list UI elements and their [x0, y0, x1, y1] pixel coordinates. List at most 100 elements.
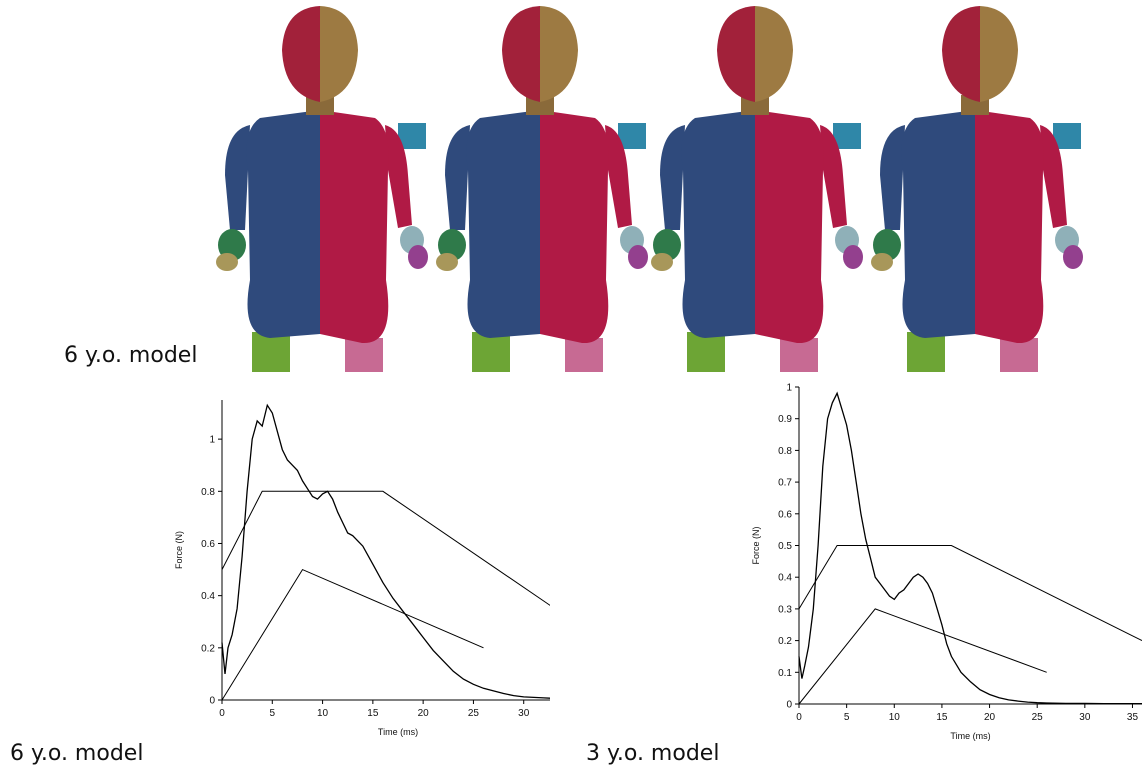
- x-axis-title: Time (ms): [378, 727, 418, 737]
- torso-left-half: [901, 110, 975, 338]
- y-tick-label: 0.9: [778, 414, 792, 425]
- right-arm: [1040, 125, 1067, 228]
- head-left-half: [282, 6, 320, 102]
- series-line: [798, 545, 1142, 642]
- right-leg: [345, 338, 383, 372]
- right-leg: [780, 338, 818, 372]
- top-model-caption: 6 y.o. model: [64, 343, 198, 368]
- torso-right-half: [540, 110, 609, 344]
- y-tick-label: 0: [209, 696, 215, 707]
- right-arm: [820, 125, 847, 228]
- series-line: [221, 403, 550, 699]
- left-fist: [436, 253, 458, 271]
- x-tick-label: 15: [936, 712, 948, 723]
- x-axis-title: Time (ms): [950, 731, 990, 741]
- series-line: [798, 608, 1047, 705]
- impactor-block: [1053, 123, 1081, 149]
- y-tick-label: 1: [209, 435, 215, 446]
- y-tick-label: 0.1: [778, 668, 792, 679]
- head-left-half: [717, 6, 755, 102]
- torso-right-half: [975, 110, 1044, 344]
- dummy-model: [871, 6, 1083, 372]
- x-tick-label: 0: [796, 712, 802, 723]
- left-leg: [472, 332, 510, 372]
- torso-left-half: [681, 110, 755, 338]
- right-hand: [1063, 245, 1083, 269]
- force-time-chart-3yo: 00.10.20.30.40.50.60.70.80.910 5 10 15 20 25 3…: [751, 383, 1142, 741]
- child-models-illustration: [216, 6, 1083, 372]
- right-chart-caption: 3 y.o. model: [586, 741, 720, 766]
- x-tick-label: 5: [844, 712, 850, 723]
- head-right-half: [980, 6, 1018, 102]
- x-tick-label: 5: [270, 708, 276, 719]
- dummy-model: [436, 6, 648, 372]
- head-right-half: [540, 6, 578, 102]
- x-tick-label: 10: [889, 712, 901, 723]
- x-tick-label: 0: [219, 708, 225, 719]
- torso-right-half: [755, 110, 824, 344]
- impactor-block: [398, 123, 426, 149]
- y-tick-label: 0: [786, 700, 792, 711]
- left-arm: [660, 125, 685, 230]
- right-leg: [565, 338, 603, 372]
- right-leg: [1000, 338, 1038, 372]
- y-axis-title: Force (N): [174, 531, 184, 569]
- x-tick-label: 35: [1127, 712, 1139, 723]
- x-tick-label: 20: [418, 708, 430, 719]
- right-arm: [385, 125, 412, 228]
- series-line: [221, 568, 484, 701]
- series-line: [221, 490, 550, 606]
- left-fist: [871, 253, 893, 271]
- x-tick-label: 15: [367, 708, 379, 719]
- right-hand: [843, 245, 863, 269]
- left-leg: [252, 332, 290, 372]
- head-right-half: [755, 6, 793, 102]
- head-left-half: [502, 6, 540, 102]
- left-arm: [445, 125, 470, 230]
- x-tick-label: 30: [518, 708, 530, 719]
- left-arm: [225, 125, 250, 230]
- torso-left-half: [466, 110, 540, 338]
- x-tick-label: 20: [984, 712, 996, 723]
- x-tick-label: 25: [1032, 712, 1044, 723]
- left-leg: [687, 332, 725, 372]
- x-tick-label: 30: [1079, 712, 1091, 723]
- y-tick-label: 0.8: [778, 446, 792, 457]
- y-tick-label: 0.8: [201, 487, 215, 498]
- torso-right-half: [320, 110, 389, 344]
- y-tick-label: 0.2: [778, 636, 792, 647]
- y-tick-label: 0.4: [778, 573, 792, 584]
- left-chart-caption: 6 y.o. model: [10, 741, 144, 766]
- left-fist: [216, 253, 238, 271]
- y-tick-label: 0.2: [201, 643, 215, 654]
- right-hand: [408, 245, 428, 269]
- right-arm: [605, 125, 632, 228]
- series-line: [798, 391, 1142, 705]
- left-hand: [438, 229, 466, 261]
- dummy-model: [651, 6, 863, 372]
- y-tick-label: 0.4: [201, 591, 215, 602]
- head-left-half: [942, 6, 980, 102]
- left-hand: [873, 229, 901, 261]
- head-right-half: [320, 6, 358, 102]
- x-tick-label: 25: [468, 708, 480, 719]
- impactor-block: [618, 123, 646, 149]
- x-tick-label: 10: [317, 708, 329, 719]
- y-axis-title: Force (N): [751, 526, 761, 564]
- y-tick-label: 0.6: [778, 509, 792, 520]
- y-tick-label: 0.6: [201, 539, 215, 550]
- left-hand: [653, 229, 681, 261]
- left-leg: [907, 332, 945, 372]
- impactor-block: [833, 123, 861, 149]
- y-tick-label: 0.5: [778, 541, 792, 552]
- y-tick-label: 0.3: [778, 604, 792, 615]
- y-tick-label: 1: [786, 383, 792, 394]
- left-hand: [218, 229, 246, 261]
- right-hand: [628, 245, 648, 269]
- left-arm: [880, 125, 905, 230]
- y-tick-label: 0.7: [778, 478, 792, 489]
- torso-left-half: [246, 110, 320, 338]
- left-fist: [651, 253, 673, 271]
- dummy-model: [216, 6, 428, 372]
